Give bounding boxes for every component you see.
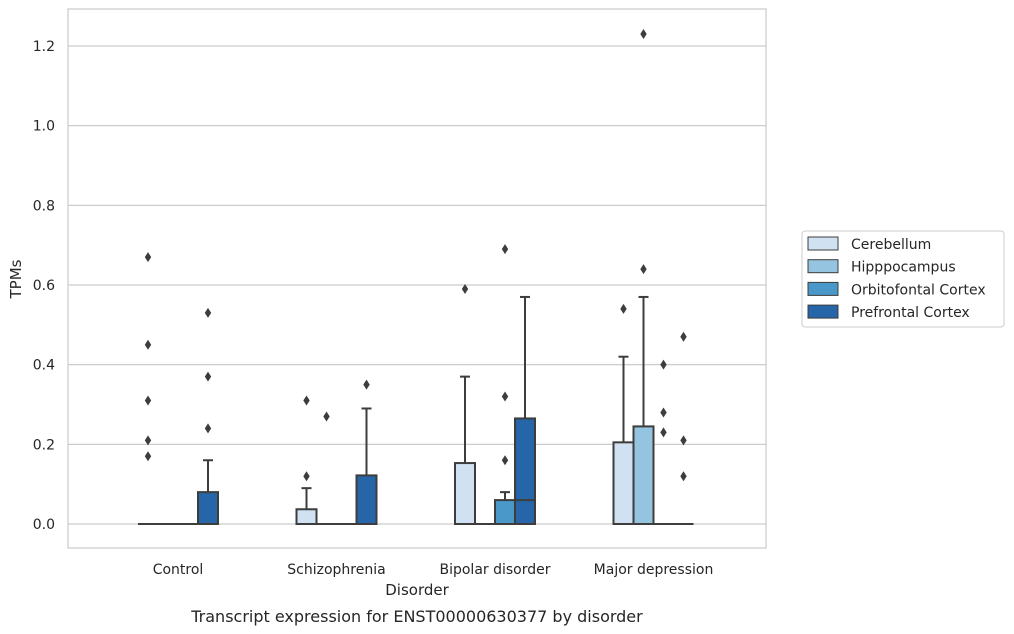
y-tick-label: 0.6 bbox=[33, 278, 55, 294]
legend-label: Orbitofontal Cortex bbox=[851, 282, 986, 298]
outlier-point bbox=[323, 411, 330, 422]
legend-item[interactable]: Orbitofontal Cortex bbox=[807, 281, 986, 298]
legend-item[interactable]: Hipppocampus bbox=[807, 259, 956, 276]
outlier-point bbox=[144, 395, 152, 406]
outlier-point bbox=[204, 423, 212, 434]
box bbox=[316, 411, 337, 525]
y-tick-label: 0.2 bbox=[33, 437, 55, 453]
plot-frame bbox=[67, 8, 767, 549]
x-tick-label: Schizophrenia bbox=[287, 562, 385, 578]
outlier-point bbox=[680, 331, 687, 342]
box-plots bbox=[138, 29, 694, 526]
outlier-point bbox=[461, 283, 469, 294]
box-body bbox=[454, 462, 476, 525]
outlier-point bbox=[660, 427, 667, 438]
box bbox=[197, 307, 219, 525]
outlier-point bbox=[680, 435, 687, 446]
y-tick-label: 0.4 bbox=[33, 358, 55, 374]
box bbox=[355, 379, 378, 525]
legend-swatch bbox=[807, 236, 839, 251]
outlier-point bbox=[144, 339, 152, 350]
outlier-point bbox=[680, 471, 687, 482]
box bbox=[138, 252, 158, 525]
outlier-point bbox=[501, 391, 509, 402]
legend-label: Hipppocampus bbox=[851, 260, 956, 276]
x-axis-title: Disorder bbox=[385, 581, 449, 599]
series-hipppocampus bbox=[158, 29, 655, 525]
box bbox=[295, 395, 318, 525]
box bbox=[454, 283, 476, 525]
box-body bbox=[514, 417, 536, 526]
x-tick-label: Major depression bbox=[594, 562, 714, 578]
outlier-point bbox=[660, 407, 667, 418]
box bbox=[653, 359, 674, 525]
outlier-point bbox=[144, 451, 152, 462]
box-body bbox=[612, 441, 635, 526]
y-tick-label: 1.2 bbox=[33, 39, 55, 55]
outlier-point bbox=[501, 455, 509, 466]
series-orbitofontal-cortex bbox=[178, 244, 674, 526]
legend-item[interactable]: Cerebellum bbox=[807, 236, 931, 253]
legend-swatch bbox=[807, 304, 839, 319]
outlier-point bbox=[660, 359, 667, 370]
chart-caption: Transcript expression for ENST0000063037… bbox=[190, 607, 643, 626]
y-tick-label: 0.0 bbox=[33, 517, 55, 533]
legend-item[interactable]: Prefrontal Cortex bbox=[807, 304, 970, 321]
outlier-point bbox=[501, 244, 509, 255]
y-tick-labels: 0.0 0.2 0.4 0.6 0.8 1.0 1.2 bbox=[33, 39, 55, 533]
box-body bbox=[295, 508, 318, 525]
legend-swatch bbox=[807, 259, 839, 274]
box bbox=[494, 244, 516, 526]
x-tick-label: Control bbox=[153, 562, 204, 578]
series-cerebellum bbox=[138, 252, 635, 526]
outlier-point bbox=[204, 371, 212, 382]
outlier-point bbox=[640, 264, 647, 275]
box-body bbox=[494, 499, 516, 526]
gridlines bbox=[68, 45, 766, 525]
box bbox=[632, 29, 655, 525]
y-tick-label: 0.8 bbox=[33, 198, 55, 214]
box bbox=[514, 295, 536, 526]
outlier-point bbox=[204, 307, 212, 318]
box-body bbox=[632, 425, 655, 525]
y-axis-title: TPMs bbox=[7, 259, 25, 299]
box-body bbox=[355, 474, 378, 525]
legend-label: Cerebellum bbox=[851, 237, 931, 253]
outlier-point bbox=[303, 471, 310, 482]
outlier-point bbox=[303, 395, 310, 406]
outlier-point bbox=[620, 303, 627, 314]
box bbox=[612, 303, 635, 526]
series-prefrontal-cortex bbox=[197, 295, 694, 526]
outlier-point bbox=[640, 29, 647, 40]
outlier-point bbox=[363, 379, 370, 390]
x-tick-labels: Control Schizophrenia Bipolar disorder Majo… bbox=[153, 562, 714, 578]
y-tick-label: 1.0 bbox=[33, 119, 55, 135]
legend-label: Prefrontal Cortex bbox=[851, 305, 970, 321]
legend-swatch bbox=[807, 281, 839, 296]
outlier-point bbox=[144, 435, 152, 446]
box bbox=[673, 331, 694, 525]
outlier-point bbox=[144, 252, 152, 263]
legend[interactable]: Cerebellum Hipppocampus Orbitofontal Corte… bbox=[801, 230, 1005, 328]
legend-frame bbox=[801, 230, 1005, 328]
x-tick-label: Bipolar disorder bbox=[439, 562, 550, 578]
box-body bbox=[197, 491, 219, 525]
